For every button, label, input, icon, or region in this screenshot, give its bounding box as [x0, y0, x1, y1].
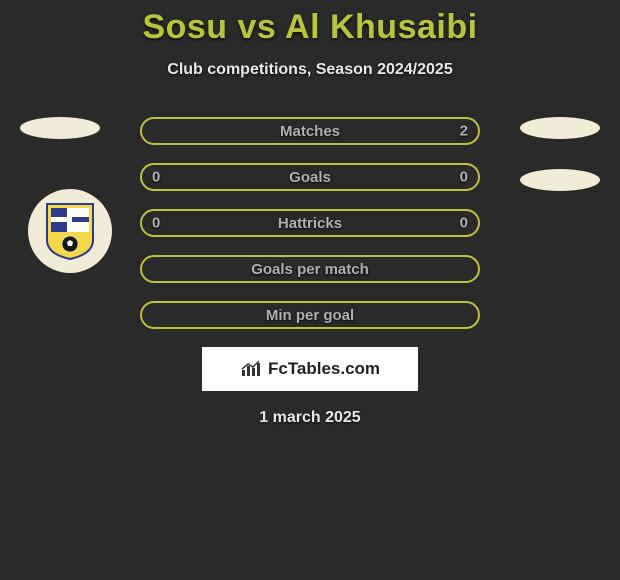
shield-icon [45, 202, 95, 260]
stat-right-value: 0 [460, 215, 468, 232]
branding-banner[interactable]: FcTables.com [202, 347, 418, 391]
stat-label: Hattricks [278, 215, 342, 232]
player-right-oval [520, 117, 600, 139]
club-badge-left [28, 189, 112, 273]
stat-right-value: 0 [460, 169, 468, 186]
stat-row-hattricks: 0 Hattricks 0 [140, 209, 480, 237]
stat-row-min-per-goal: Min per goal [140, 301, 480, 329]
stat-row-goals: 0 Goals 0 [140, 163, 480, 191]
stat-label: Min per goal [266, 307, 354, 324]
stat-right-value: 2 [460, 123, 468, 140]
page-title: Sosu vs Al Khusaibi [0, 0, 620, 47]
stats-area: Matches 2 0 Goals 0 0 Hattricks 0 Goals … [0, 117, 620, 329]
chart-icon [240, 360, 262, 378]
date-label: 1 march 2025 [0, 409, 620, 427]
branding-text: FcTables.com [268, 359, 380, 379]
stat-label: Goals [289, 169, 331, 186]
stat-left-value: 0 [152, 215, 160, 232]
player-left-oval [20, 117, 100, 139]
stat-row-goals-per-match: Goals per match [140, 255, 480, 283]
stat-left-value: 0 [152, 169, 160, 186]
stat-row-matches: Matches 2 [140, 117, 480, 145]
page-subtitle: Club competitions, Season 2024/2025 [0, 61, 620, 79]
stat-label: Goals per match [251, 261, 369, 278]
stat-label: Matches [280, 123, 340, 140]
player-right-oval-2 [520, 169, 600, 191]
